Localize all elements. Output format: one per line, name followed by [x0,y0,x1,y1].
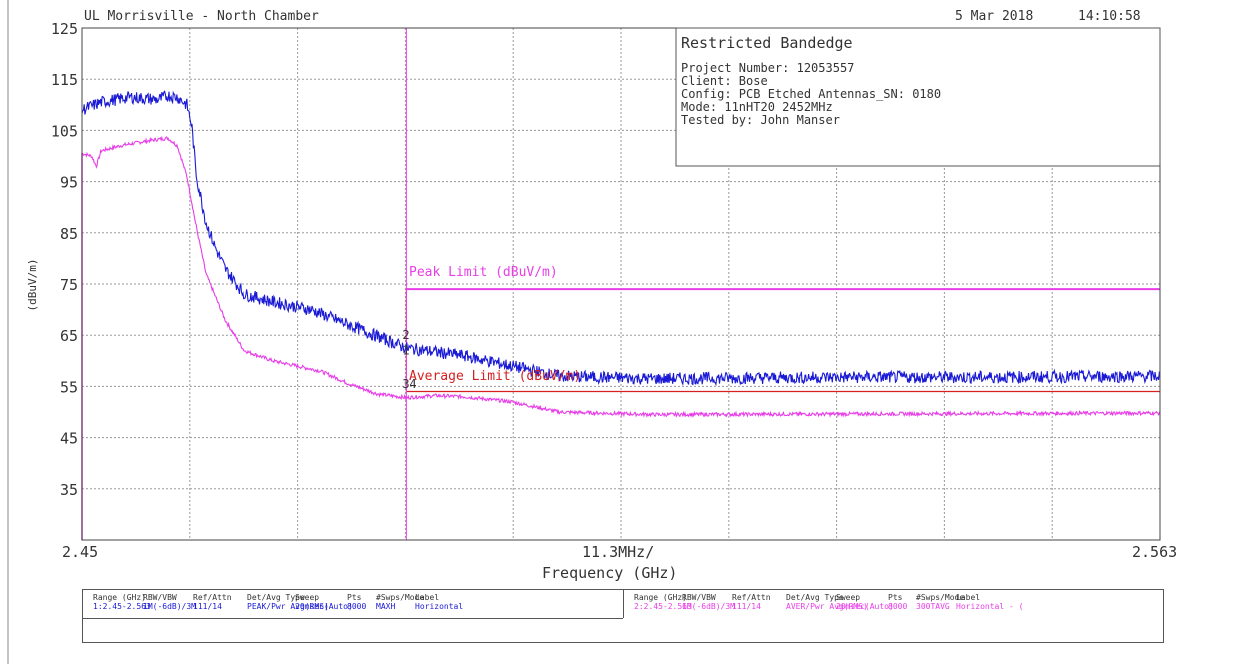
table-value-cell: 20msec(Auto) [295,602,353,611]
table-value-cell: 8000 [888,602,908,611]
settings-table-trace-2: Range (GHz) RBW/VBW Ref/Attn Det/Avg Type Sw… [624,590,1163,642]
y-tick-label: 115 [51,71,78,89]
table-value-cell: Horizontal - ( [956,602,1024,611]
plot-border [81,27,1161,541]
y-tick-label: 65 [60,327,78,345]
peak-trace [81,90,1161,387]
table-divider [623,590,624,618]
markers: 2 1 3 4 [402,328,416,391]
info-line: Client: Bose [681,74,768,88]
info-box [675,27,1161,167]
table-header-cell: Label [956,593,981,602]
table-header-cell: Label [415,593,440,602]
marker-4: 4 [409,377,416,391]
report-time: 14:10:58 [1078,9,1141,24]
table-header-cell: #Swps/Mode [376,593,425,602]
table-header-cell: Sweep [836,593,861,602]
table-value-cell: 1M(-6dB)/3M [682,602,735,611]
peak-limit-label: Peak Limit (dBuV/m) [409,265,558,280]
table-header-cell: RBW/VBW [682,593,716,602]
table-value-cell: 8000 [347,602,367,611]
table-header-cell: Range (GHz) [93,593,146,602]
marker-1: 1 [402,344,409,358]
y-tick-label: 85 [60,225,78,243]
report-date: 5 Mar 2018 [955,9,1033,24]
table-header-cell: #Swps/Mode [916,593,965,602]
y-tick-label: 45 [60,430,78,448]
info-line: Project Number: 12053557 [681,61,854,75]
table-header-cell: Det/Avg Type [247,593,305,602]
info-line: Tested by: John Manser [681,113,840,127]
info-title: Restricted Bandedge [681,34,853,52]
table-value-cell: MAXH [376,602,396,611]
average-trace [81,135,1161,419]
table-header-cell: Det/Avg Type [786,593,844,602]
table-value-cell: 1M(-6dB)/3M [143,602,196,611]
table-value-cell: 1:2.45-2.563 [93,602,151,611]
table-value-cell: 2:2.45-2.563 [634,602,692,611]
x-stop-label: 2.563 [1132,543,1177,561]
table-value-cell: PEAK/Pwr Avg(RMS) [247,602,329,611]
table-value-cell: 20msec(Auto) [836,602,894,611]
y-tick-label: 105 [51,122,78,140]
table-value-cell: 300TAVG [916,602,950,611]
table-header-cell: RBW/VBW [143,593,177,602]
table-header-cell: Ref/Attn [732,593,771,602]
average-limit-label: Average Limit (dBuV/m) [409,369,581,384]
info-line: Mode: 11nHT20 2452MHz [681,100,833,114]
table-header-cell: Range (GHz) [634,593,687,602]
marker-3: 3 [402,377,409,391]
y-axis-unit: (dBuV/m) [26,259,39,312]
y-tick-label: 75 [60,276,78,294]
table-divider-bottom [83,618,623,619]
x-start-label: 2.45 [62,543,98,561]
y-tick-label: 55 [60,378,78,396]
sweep-settings-table: Range (GHz) RBW/VBW Ref/Attn Det/Avg Type Sw… [82,589,1164,643]
y-tick-label: 95 [60,174,78,192]
x-div-label: 11.3MHz/ [582,543,654,561]
y-tick-label: 125 [51,20,78,38]
table-header-cell: Pts [347,593,362,602]
y-axis: 125 115 105 95 85 75 65 55 45 35 [51,20,78,499]
table-header-cell: Pts [888,593,903,602]
site-title: UL Morrisville - North Chamber [84,9,319,24]
settings-table-trace-1: Range (GHz) RBW/VBW Ref/Attn Det/Avg Type Sw… [83,590,623,642]
x-axis-title: Frequency (GHz) [542,564,677,582]
marker-2: 2 [402,328,409,342]
table-value-cell: AVER/Pwr Avg(RMS) [786,602,868,611]
table-value-cell: Horizontal [415,602,464,611]
info-line: Config: PCB Etched Antennas_SN: 0180 [681,87,941,101]
table-header-cell: Ref/Attn [193,593,232,602]
table-value-cell: 111/14 [193,602,222,611]
table-value-cell: 111/14 [732,602,761,611]
y-tick-label: 35 [60,481,78,499]
traces [81,90,1161,419]
table-header-cell: Sweep [295,593,320,602]
